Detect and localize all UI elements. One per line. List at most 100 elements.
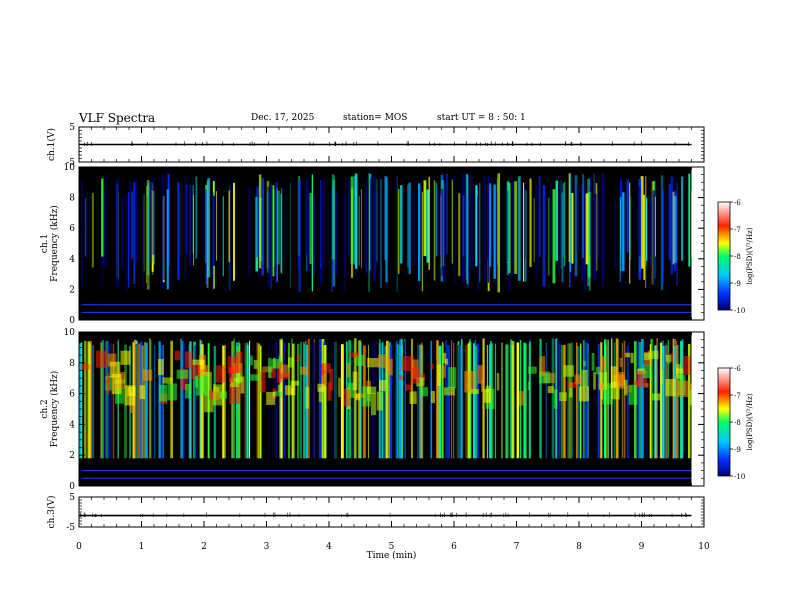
- spectrogram-burst: [181, 341, 184, 459]
- spectrogram-burst: [345, 176, 347, 277]
- spectrogram-burst: [650, 338, 653, 459]
- spectrogram-burst: [162, 195, 166, 280]
- spectrogram-band: [180, 368, 188, 390]
- spectrogram-band: [268, 367, 276, 379]
- spectrogram-burst: [143, 194, 145, 272]
- colorbar-tick-label: -6: [734, 365, 741, 373]
- spectrogram-burst: [668, 183, 671, 260]
- spectrogram-burst: [365, 178, 368, 277]
- spectrogram-burst: [370, 178, 372, 279]
- y-tick-label: 10: [64, 328, 76, 338]
- spectrogram-burst: [589, 177, 592, 256]
- spectrogram-burst: [561, 192, 564, 283]
- spectrogram-burst: [457, 344, 459, 459]
- spectrogram-burst: [354, 338, 357, 459]
- spectrogram-burst: [623, 340, 626, 459]
- spectrogram-burst: [81, 180, 83, 281]
- waveform-trace: [79, 512, 692, 518]
- spectrogram-band: [648, 350, 659, 360]
- spectrogram-band: [296, 354, 301, 362]
- spectrogram-burst: [576, 185, 580, 253]
- spectrogram-band: [591, 353, 595, 371]
- y-tick-label: 10: [64, 163, 76, 173]
- spectrogram-band: [262, 366, 273, 373]
- spectrogram-burst: [534, 184, 538, 280]
- spectrogram-burst: [523, 182, 525, 282]
- spectrogram-band: [416, 377, 425, 387]
- y-tick-label: 2: [69, 451, 75, 461]
- spectrogram-burst: [443, 179, 446, 281]
- spectrogram-burst: [276, 188, 278, 281]
- spectrogram-burst: [510, 339, 513, 459]
- spectrogram-band: [421, 372, 425, 381]
- spectrogram-burst: [180, 338, 183, 459]
- spectrogram-burst: [380, 178, 382, 288]
- spectrogram-burst: [460, 345, 463, 459]
- spectrogram-burst: [375, 190, 379, 266]
- spectrogram-burst: [436, 340, 439, 459]
- spectrogram-burst: [400, 338, 403, 459]
- spectrogram-burst: [418, 183, 421, 281]
- spectrogram-band: [616, 372, 625, 389]
- spectrogram-band: [235, 351, 243, 373]
- spectrogram-band: [527, 381, 530, 390]
- spectrogram-band: [318, 387, 322, 403]
- spectrogram-burst: [202, 195, 204, 261]
- spectrogram-burst: [681, 176, 684, 261]
- spectrogram-band: [347, 382, 355, 398]
- spectrogram-burst: [188, 344, 190, 459]
- spectrogram-band: [327, 382, 332, 401]
- spectrogram-burst: [447, 345, 450, 459]
- spectrogram-burst: [102, 192, 105, 266]
- spectrogram-band: [277, 384, 283, 393]
- spectrogram-band: [194, 376, 199, 388]
- spectrogram-burst: [189, 184, 191, 266]
- spectrogram-band: [443, 352, 447, 364]
- spectrogram-burst: [417, 343, 419, 459]
- spectrogram-background: [79, 167, 704, 320]
- spectrogram-burst: [557, 339, 560, 459]
- spectrogram-burst: [560, 344, 564, 459]
- spectrogram-band: [317, 383, 325, 392]
- spectrogram-band: [583, 360, 586, 367]
- spectrogram-band: [190, 364, 200, 379]
- spectrogram-burst: [580, 344, 582, 459]
- spectrogram-band: [547, 386, 554, 394]
- spectrogram-band: [162, 377, 173, 384]
- spectrogram-burst: [548, 197, 550, 276]
- spectrogram-burst: [516, 342, 519, 459]
- spectrogram-band: [519, 390, 525, 406]
- spectrogram-burst: [331, 187, 333, 292]
- spectrogram-band: [624, 379, 628, 396]
- y-tick-label: 8: [69, 194, 75, 204]
- spectrogram-burst: [89, 343, 91, 459]
- spectrogram-band: [660, 369, 663, 385]
- spectrogram-burst: [247, 186, 251, 277]
- spectrogram-burst: [662, 345, 665, 459]
- spectrogram-band: [248, 355, 253, 366]
- y-axis-label: ch.2Frequency (kHz): [40, 371, 60, 448]
- spectrogram-burst: [489, 183, 492, 267]
- spectrogram-burst: [538, 176, 541, 257]
- spectrogram-burst: [629, 182, 631, 284]
- spectrogram-band: [464, 371, 476, 393]
- spectrogram-burst: [87, 341, 90, 459]
- spectrogram-burst: [601, 173, 604, 289]
- spectrogram-burst: [399, 339, 401, 459]
- spectrogram-burst: [274, 342, 278, 459]
- x-tick-label: 4: [326, 542, 332, 552]
- spectrogram-burst: [92, 345, 94, 459]
- y-tick-label: -5: [66, 523, 75, 533]
- spectrogram-burst: [467, 343, 470, 459]
- spectrogram-band: [159, 384, 167, 402]
- spectrogram-band: [266, 391, 276, 405]
- spectrogram-burst: [233, 182, 235, 281]
- spectrogram-burst: [563, 182, 566, 267]
- spectrogram-burst: [640, 176, 644, 269]
- spectrogram-burst: [224, 344, 226, 459]
- x-tick-label: 6: [451, 542, 457, 552]
- spectrogram-burst: [348, 179, 350, 255]
- spectrogram-burst: [154, 345, 156, 459]
- spectrogram-burst: [185, 187, 188, 255]
